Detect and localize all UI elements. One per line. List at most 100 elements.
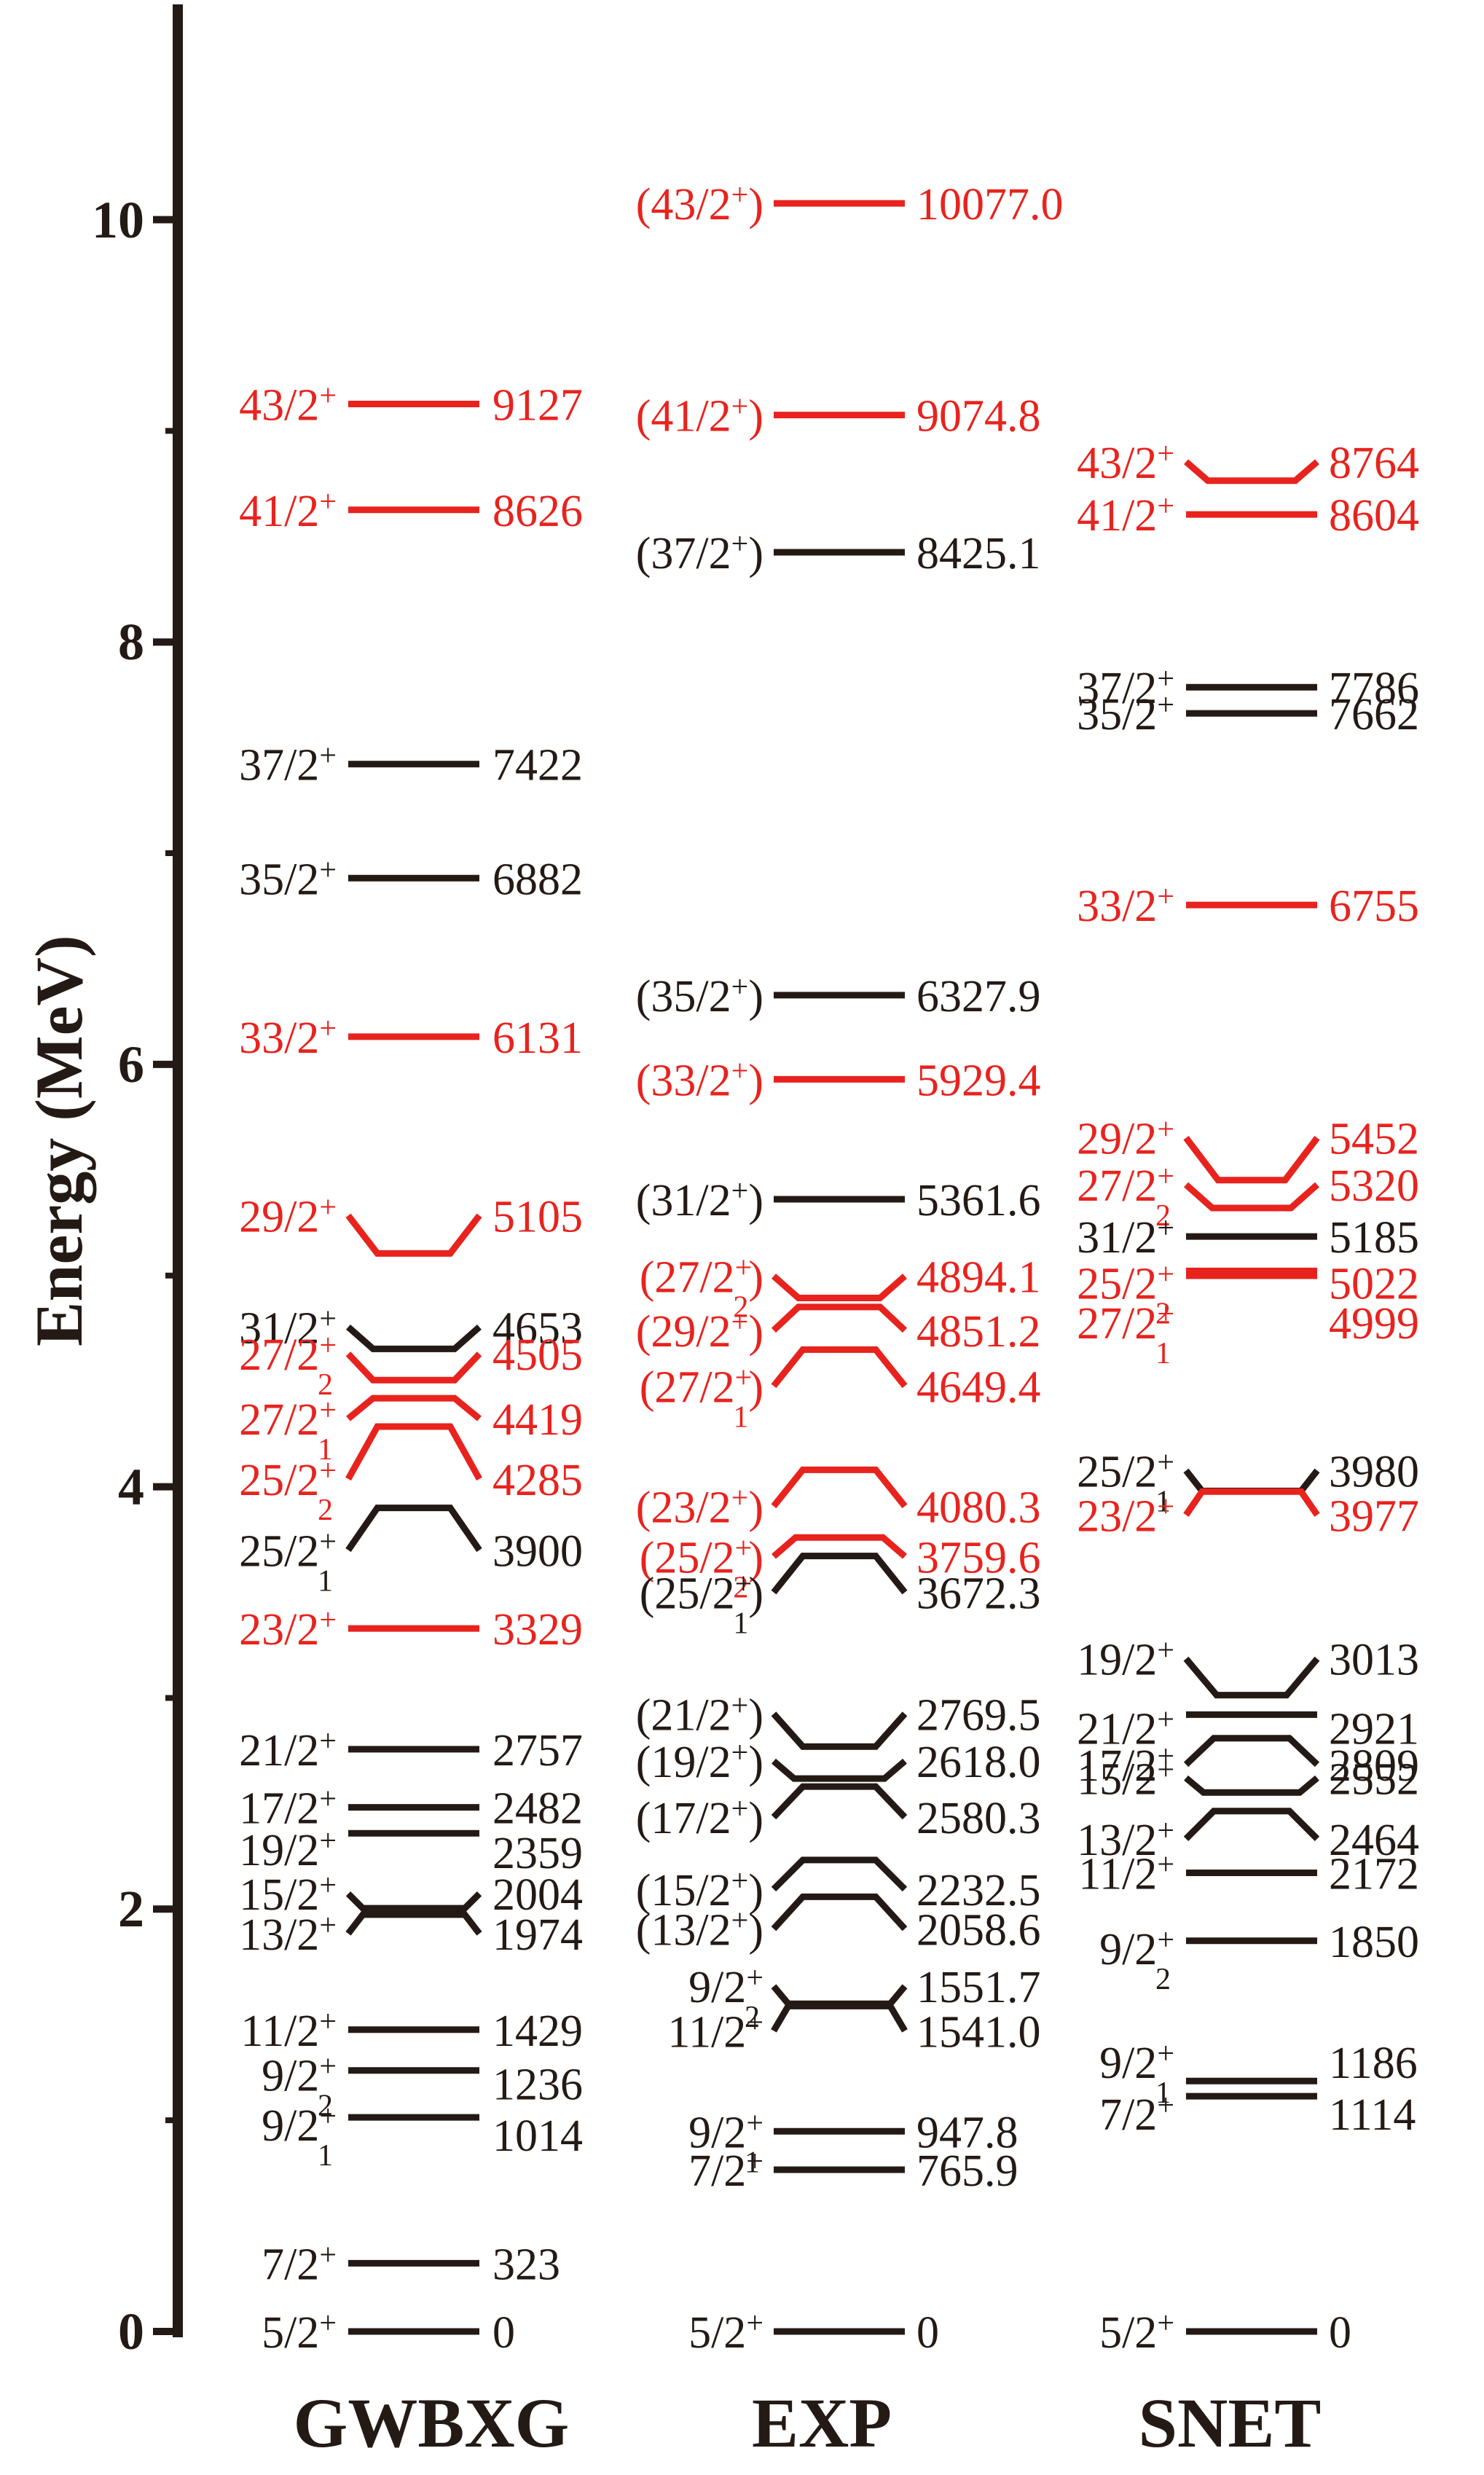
tick-label-0: 0 — [118, 2302, 144, 2361]
exp-level-5929.4-label: (33/2+) — [636, 1054, 763, 1105]
generated-levels: 43/2+ 9127 41/2+ 8626 37/2+ 7422 35/2+ 6882 33/2… — [153, 4, 1419, 2358]
exp-level-4080.3-value: 4080.3 — [916, 1483, 1041, 1532]
exp-level-4851.2-value: 4851.2 — [916, 1307, 1041, 1357]
gwbxg-level-1236-value: 1236 — [492, 2060, 583, 2110]
exp-level-1551.7-value: 1551.7 — [916, 1963, 1041, 2012]
exp-level-2580.3-label: (17/2+) — [636, 1792, 763, 1843]
snet-level-3980-value: 3980 — [1329, 1447, 1419, 1497]
snet-level-6755-value: 6755 — [1329, 882, 1419, 931]
snet-level-8764-value: 8764 — [1329, 439, 1419, 488]
snet-level-0-value: 0 — [1329, 2308, 1351, 2358]
snet-level-7662-label: 35/2+ — [1077, 689, 1174, 740]
snet-level-3013-line — [1183, 1656, 1320, 1699]
gwbxg-level-2004-value: 2004 — [492, 1870, 583, 1920]
gwbxg-level-1974-label: 13/2+ — [239, 1909, 337, 1960]
gwbxg-level-3900-value: 3900 — [492, 1527, 583, 1577]
snet-level-2552-value: 2552 — [1329, 1754, 1419, 1804]
column-title-exp: EXP — [752, 2384, 892, 2462]
snet-level-5452-label: 29/2+ — [1077, 1113, 1174, 1164]
exp-level-6327.9-label: (35/2+) — [636, 970, 763, 1021]
gwbxg-level-0-value: 0 — [492, 2308, 515, 2358]
snet-level-2809-label: 17/2+ — [1077, 1740, 1174, 1791]
tick-label-6: 6 — [118, 1035, 144, 1094]
gwbxg-level-6131-value: 6131 — [492, 1013, 583, 1063]
tick-label-4: 4 — [118, 1458, 144, 1516]
snet-level-1850-label: 9/2+ 2 — [1099, 1923, 1174, 1996]
exp-level-4649.4-label: (27/2+ 1) — [640, 1361, 763, 1434]
exp-level-765.9-label: 7/2+ — [688, 2145, 763, 2196]
snet-level-2809-line — [1183, 1735, 1320, 1768]
exp-level-4894.1-line — [772, 1274, 907, 1301]
gwbxg-level-1429-label: 11/2+ — [240, 2005, 337, 2056]
exp-level-10077.0-value: 10077.0 — [916, 180, 1064, 230]
exp-level-2232.5-line — [771, 1856, 908, 1892]
snet-level-1114-label: 7/2+ — [1099, 2089, 1174, 2140]
snet-level-3013-value: 3013 — [1329, 1636, 1419, 1685]
exp-level-8425.1-value: 8425.1 — [916, 529, 1041, 578]
snet-level-7786-value: 7786 — [1329, 664, 1419, 713]
exp-level-6327.9-value: 6327.9 — [916, 972, 1041, 1021]
snet-level-5185-value: 5185 — [1329, 1213, 1419, 1263]
column-title-snet: SNET — [1139, 2384, 1322, 2462]
y-axis-title: Energy (MeV) — [22, 935, 96, 1346]
snet-level-2552-label: 15/2+ — [1077, 1753, 1174, 1804]
gwbxg-level-5105-value: 5105 — [492, 1192, 583, 1242]
snet-level-5452-value: 5452 — [1329, 1115, 1419, 1164]
gwbxg-level-1974-value: 1974 — [492, 1910, 583, 1960]
exp-level-1551.7-line — [771, 1984, 908, 2007]
exp-level-0-label: 5/2+ — [688, 2307, 763, 2358]
exp-level-3672.3-value: 3672.3 — [916, 1569, 1041, 1619]
snet-level-2172-label: 11/2+ — [1078, 1848, 1174, 1899]
exp-level-1541.0-value: 1541.0 — [916, 2007, 1041, 2057]
snet-level-2172-value: 2172 — [1329, 1849, 1419, 1899]
gwbxg-level-323-label: 7/2+ — [262, 2238, 337, 2289]
exp-level-4851.2-label: (29/2+) — [636, 1306, 763, 1357]
exp-level-2618.0-label: (19/2+) — [636, 1736, 763, 1787]
exp-level-2058.6-value: 2058.6 — [916, 1905, 1041, 1955]
exp-level-2769.5-value: 2769.5 — [916, 1690, 1041, 1740]
gwbxg-level-9127-label: 43/2+ — [239, 380, 337, 431]
exp-level-9074.8-label: (41/2+) — [636, 391, 763, 442]
snet-level-5452-line — [1183, 1136, 1320, 1184]
gwbxg-level-7422-label: 37/2+ — [239, 740, 337, 791]
gwbxg-level-1014-label: 9/2+ 1 — [262, 2100, 337, 2173]
snet-level-1186-value: 1186 — [1329, 2039, 1418, 2088]
tick-label-10: 10 — [92, 191, 144, 249]
gwbxg-level-2757-label: 21/2+ — [239, 1725, 337, 1776]
gwbxg-level-6882-value: 6882 — [492, 855, 583, 904]
gwbxg-level-6131-label: 33/2+ — [239, 1012, 337, 1063]
gwbxg-level-4419-value: 4419 — [492, 1395, 583, 1445]
snet-level-7662-value: 7662 — [1329, 690, 1419, 740]
exp-level-4894.1-value: 4894.1 — [916, 1252, 1041, 1302]
exp-level-9074.8-value: 9074.8 — [916, 392, 1041, 442]
exp-level-2618.0-value: 2618.0 — [916, 1738, 1041, 1787]
snet-level-2552-line — [1184, 1775, 1319, 1796]
snet-level-5022-value: 5022 — [1329, 1259, 1419, 1309]
snet-level-0-label: 5/2+ — [1099, 2307, 1174, 2358]
exp-level-2618.0-line — [772, 1758, 907, 1782]
exp-level-10077.0-label: (43/2+) — [636, 179, 763, 230]
gwbxg-level-2757-value: 2757 — [492, 1726, 583, 1776]
gwbxg-level-5105-line — [345, 1213, 482, 1257]
exp-level-3759.6-value: 3759.6 — [916, 1533, 1041, 1582]
gwbxg-level-3900-line — [345, 1505, 482, 1553]
gwbxg-level-6882-label: 35/2+ — [239, 853, 337, 904]
gwbxg-level-4653-line — [346, 1324, 482, 1352]
tick-label-8: 8 — [118, 613, 144, 671]
gwbxg-level-4419-line — [346, 1395, 482, 1421]
snet-level-3013-label: 19/2+ — [1077, 1634, 1174, 1685]
snet-level-6755-label: 33/2+ — [1077, 880, 1174, 931]
exp-level-2058.6-label: (13/2+) — [636, 1904, 763, 1955]
exp-level-947.8-value: 947.8 — [916, 2108, 1018, 2157]
gwbxg-level-7422-value: 7422 — [492, 741, 583, 791]
exp-level-2580.3-value: 2580.3 — [916, 1794, 1041, 1843]
exp-level-2580.3-line — [771, 1783, 908, 1820]
snet-level-1114-value: 1114 — [1329, 2090, 1416, 2140]
gwbxg-level-2004-line — [345, 1891, 482, 1912]
gwbxg-level-1974-line — [345, 1911, 482, 1936]
snet-level-8764-line — [1184, 459, 1319, 485]
gwbxg-level-1429-value: 1429 — [492, 2007, 583, 2056]
exp-level-3759.6-line — [772, 1534, 907, 1559]
snet-level-8764-label: 43/2+ — [1077, 437, 1174, 488]
snet-level-8604-value: 8604 — [1329, 491, 1419, 541]
